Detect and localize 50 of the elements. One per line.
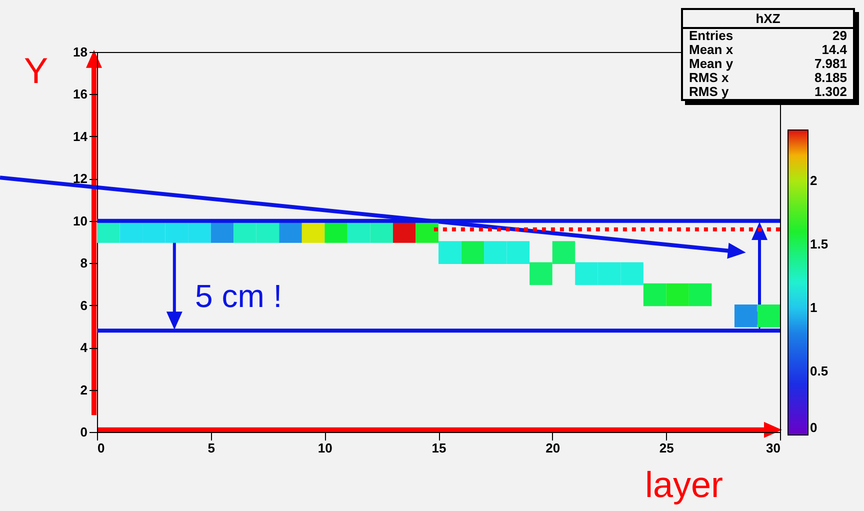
text: 14.4 (822, 42, 847, 57)
text: 1.302 (814, 84, 847, 99)
color-bar-label: 2 (810, 172, 818, 188)
text: 7.981 (814, 56, 847, 71)
point (552, 241, 576, 264)
point (734, 304, 758, 328)
annotation: Mean x (689, 42, 734, 57)
point (575, 262, 598, 286)
point (438, 241, 462, 264)
x-tick-label: 15 (432, 440, 446, 456)
annotation: RMS y (689, 84, 729, 99)
point (484, 241, 507, 264)
y-tick-label: 2 (80, 382, 88, 398)
y-tick-label: 18 (73, 44, 88, 60)
text: Entries (689, 28, 734, 43)
point (461, 241, 484, 264)
annotation: 5 cm ! (195, 278, 282, 315)
point (620, 262, 644, 286)
color-bar-label: 1.5 (810, 236, 828, 252)
y-tick-label: 16 (73, 86, 88, 102)
point (598, 262, 621, 286)
y-tick-label: 14 (73, 128, 88, 144)
color-bar-label: 0.5 (810, 363, 828, 378)
y-tick-label: 4 (80, 340, 88, 356)
y-tick-label: 0 (80, 424, 88, 440)
x-tick-label: 20 (546, 440, 560, 456)
text: 8.185 (814, 70, 847, 85)
annotation: Mean y (689, 56, 734, 71)
point (757, 304, 780, 328)
y-tick-label: 8 (80, 256, 88, 271)
x-axis-title: layer (645, 464, 724, 506)
point (666, 283, 689, 306)
x-tick-label: 30 (766, 440, 780, 456)
text: hXZ (683, 10, 853, 29)
color-bar-label: 1 (810, 300, 818, 315)
x-tick-label: 5 (208, 440, 215, 456)
color-bar-label: 0 (810, 420, 818, 435)
y-tick-label: 10 (73, 213, 88, 228)
point (506, 241, 530, 264)
y-tick-label: 12 (73, 171, 88, 186)
text: 29 (832, 28, 847, 43)
x-tick-label: 10 (318, 440, 332, 456)
point (530, 262, 552, 286)
y-tick-label: 6 (80, 298, 88, 313)
y-axis-title: Y (24, 50, 48, 92)
x-tick-label: 0 (98, 440, 105, 456)
x-tick-label: 25 (659, 440, 674, 456)
point (643, 283, 666, 306)
annotation: RMS x (689, 70, 729, 85)
point (688, 283, 712, 306)
